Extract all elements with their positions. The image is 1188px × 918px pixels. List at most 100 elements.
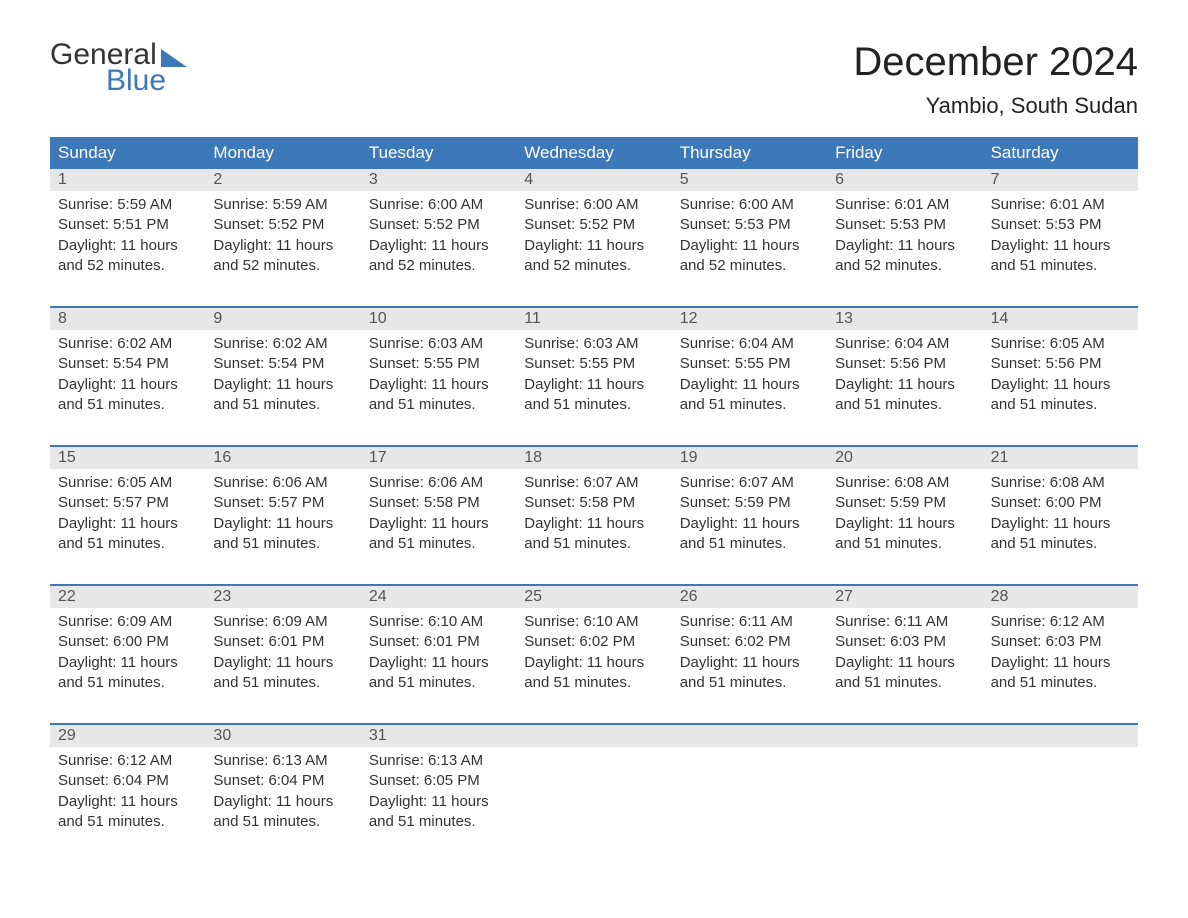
daylight-line2: and 51 minutes. (835, 673, 974, 693)
sunset-text: Sunset: 5:52 PM (213, 215, 352, 235)
day-body: Sunrise: 6:11 AMSunset: 6:02 PMDaylight:… (672, 608, 827, 695)
day-number: 12 (672, 308, 827, 330)
sunset-text: Sunset: 5:52 PM (369, 215, 508, 235)
daylight-line1: Daylight: 11 hours (835, 375, 974, 395)
day-number: 20 (827, 447, 982, 469)
daylight-line2: and 51 minutes. (58, 673, 197, 693)
sunrise-text: Sunrise: 6:05 AM (58, 473, 197, 493)
sunset-text: Sunset: 6:05 PM (369, 771, 508, 791)
day-cell: 19Sunrise: 6:07 AMSunset: 5:59 PMDayligh… (672, 447, 827, 556)
day-number: 21 (983, 447, 1138, 469)
day-number: 30 (205, 725, 360, 747)
day-number: 31 (361, 725, 516, 747)
sunrise-text: Sunrise: 6:00 AM (680, 195, 819, 215)
day-cell: 12Sunrise: 6:04 AMSunset: 5:55 PMDayligh… (672, 308, 827, 417)
week-row: 22Sunrise: 6:09 AMSunset: 6:00 PMDayligh… (50, 584, 1138, 695)
day-number: 29 (50, 725, 205, 747)
daylight-line1: Daylight: 11 hours (524, 653, 663, 673)
day-cell: 16Sunrise: 6:06 AMSunset: 5:57 PMDayligh… (205, 447, 360, 556)
sunset-text: Sunset: 6:01 PM (213, 632, 352, 652)
day-body: Sunrise: 6:13 AMSunset: 6:05 PMDaylight:… (361, 747, 516, 834)
sunrise-text: Sunrise: 6:09 AM (213, 612, 352, 632)
sunrise-text: Sunrise: 6:09 AM (58, 612, 197, 632)
day-body: Sunrise: 5:59 AMSunset: 5:51 PMDaylight:… (50, 191, 205, 278)
daylight-line2: and 51 minutes. (213, 395, 352, 415)
daylight-line2: and 51 minutes. (991, 256, 1130, 276)
day-cell: 13Sunrise: 6:04 AMSunset: 5:56 PMDayligh… (827, 308, 982, 417)
daylight-line1: Daylight: 11 hours (213, 375, 352, 395)
day-cell: 2Sunrise: 5:59 AMSunset: 5:52 PMDaylight… (205, 169, 360, 278)
page-title: December 2024 (853, 40, 1138, 85)
day-body: Sunrise: 6:03 AMSunset: 5:55 PMDaylight:… (516, 330, 671, 417)
sunset-text: Sunset: 5:56 PM (991, 354, 1130, 374)
day-body: Sunrise: 6:00 AMSunset: 5:53 PMDaylight:… (672, 191, 827, 278)
sunset-text: Sunset: 5:59 PM (835, 493, 974, 513)
daylight-line1: Daylight: 11 hours (991, 236, 1130, 256)
day-cell: 30Sunrise: 6:13 AMSunset: 6:04 PMDayligh… (205, 725, 360, 834)
sunset-text: Sunset: 5:55 PM (680, 354, 819, 374)
week-row: 15Sunrise: 6:05 AMSunset: 5:57 PMDayligh… (50, 445, 1138, 556)
sunset-text: Sunset: 5:55 PM (524, 354, 663, 374)
daylight-line2: and 51 minutes. (991, 534, 1130, 554)
day-cell: 8Sunrise: 6:02 AMSunset: 5:54 PMDaylight… (50, 308, 205, 417)
daylight-line1: Daylight: 11 hours (213, 514, 352, 534)
daylight-line1: Daylight: 11 hours (369, 375, 508, 395)
day-body: Sunrise: 6:09 AMSunset: 6:01 PMDaylight:… (205, 608, 360, 695)
daylight-line2: and 51 minutes. (213, 534, 352, 554)
sunset-text: Sunset: 5:53 PM (680, 215, 819, 235)
sunset-text: Sunset: 5:55 PM (369, 354, 508, 374)
day-cell: 24Sunrise: 6:10 AMSunset: 6:01 PMDayligh… (361, 586, 516, 695)
day-body: Sunrise: 6:06 AMSunset: 5:58 PMDaylight:… (361, 469, 516, 556)
day-number: 24 (361, 586, 516, 608)
sunset-text: Sunset: 5:54 PM (213, 354, 352, 374)
day-number-empty (516, 725, 671, 747)
day-number-empty (827, 725, 982, 747)
daylight-line2: and 51 minutes. (58, 534, 197, 554)
day-cell: 7Sunrise: 6:01 AMSunset: 5:53 PMDaylight… (983, 169, 1138, 278)
dow-cell: Wednesday (516, 137, 671, 169)
calendar: Sunday Monday Tuesday Wednesday Thursday… (50, 137, 1138, 834)
sunrise-text: Sunrise: 6:01 AM (991, 195, 1130, 215)
day-cell: 5Sunrise: 6:00 AMSunset: 5:53 PMDaylight… (672, 169, 827, 278)
daylight-line1: Daylight: 11 hours (369, 792, 508, 812)
dow-cell: Sunday (50, 137, 205, 169)
day-body: Sunrise: 6:08 AMSunset: 5:59 PMDaylight:… (827, 469, 982, 556)
sunset-text: Sunset: 5:53 PM (835, 215, 974, 235)
daylight-line1: Daylight: 11 hours (213, 236, 352, 256)
daylight-line1: Daylight: 11 hours (58, 653, 197, 673)
sunset-text: Sunset: 6:00 PM (991, 493, 1130, 513)
day-number: 22 (50, 586, 205, 608)
day-cell: 27Sunrise: 6:11 AMSunset: 6:03 PMDayligh… (827, 586, 982, 695)
day-body: Sunrise: 6:01 AMSunset: 5:53 PMDaylight:… (827, 191, 982, 278)
day-body: Sunrise: 6:11 AMSunset: 6:03 PMDaylight:… (827, 608, 982, 695)
daylight-line2: and 51 minutes. (213, 812, 352, 832)
sunrise-text: Sunrise: 5:59 AM (58, 195, 197, 215)
day-number: 11 (516, 308, 671, 330)
daylight-line1: Daylight: 11 hours (213, 792, 352, 812)
daylight-line1: Daylight: 11 hours (369, 236, 508, 256)
daylight-line2: and 51 minutes. (369, 395, 508, 415)
sunrise-text: Sunrise: 5:59 AM (213, 195, 352, 215)
daylight-line1: Daylight: 11 hours (58, 375, 197, 395)
sunrise-text: Sunrise: 6:00 AM (524, 195, 663, 215)
day-cell: 26Sunrise: 6:11 AMSunset: 6:02 PMDayligh… (672, 586, 827, 695)
day-body: Sunrise: 6:08 AMSunset: 6:00 PMDaylight:… (983, 469, 1138, 556)
day-body: Sunrise: 5:59 AMSunset: 5:52 PMDaylight:… (205, 191, 360, 278)
day-body: Sunrise: 6:12 AMSunset: 6:04 PMDaylight:… (50, 747, 205, 834)
day-body: Sunrise: 6:05 AMSunset: 5:57 PMDaylight:… (50, 469, 205, 556)
daylight-line2: and 51 minutes. (369, 534, 508, 554)
day-number: 1 (50, 169, 205, 191)
day-number: 15 (50, 447, 205, 469)
day-body: Sunrise: 6:07 AMSunset: 5:58 PMDaylight:… (516, 469, 671, 556)
sunrise-text: Sunrise: 6:11 AM (835, 612, 974, 632)
daylight-line2: and 51 minutes. (524, 534, 663, 554)
daylight-line1: Daylight: 11 hours (680, 236, 819, 256)
sunrise-text: Sunrise: 6:04 AM (835, 334, 974, 354)
title-block: December 2024 Yambio, South Sudan (853, 40, 1138, 119)
day-cell (827, 725, 982, 834)
day-cell: 29Sunrise: 6:12 AMSunset: 6:04 PMDayligh… (50, 725, 205, 834)
day-number: 2 (205, 169, 360, 191)
day-number: 27 (827, 586, 982, 608)
dow-cell: Tuesday (361, 137, 516, 169)
location: Yambio, South Sudan (853, 93, 1138, 119)
